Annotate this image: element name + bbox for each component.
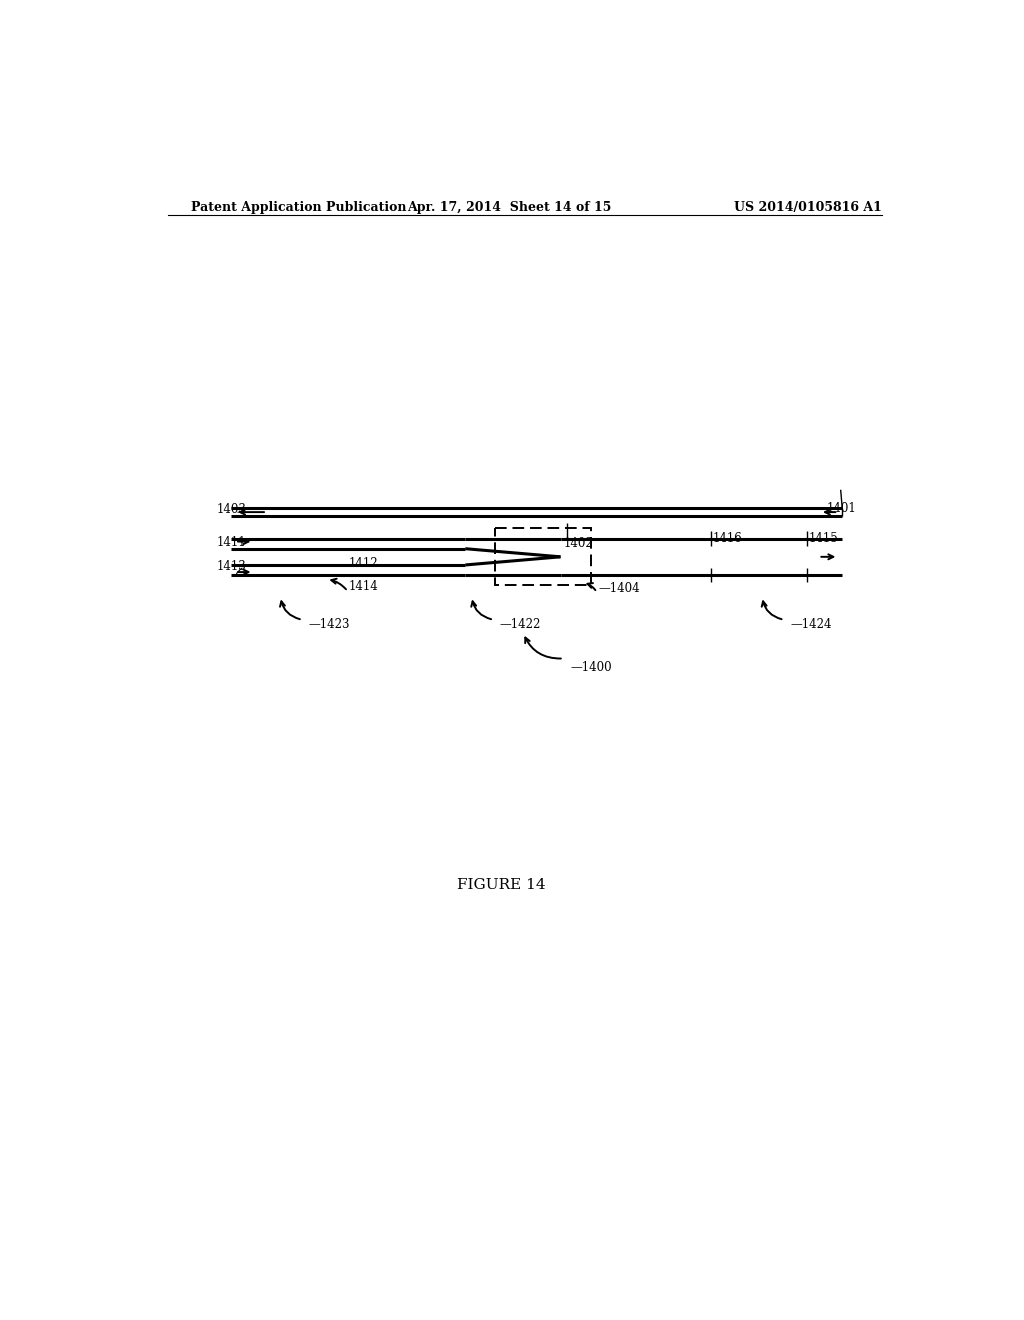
Text: 1403: 1403 [217,503,247,516]
Text: FIGURE 14: FIGURE 14 [457,878,546,892]
Text: Apr. 17, 2014  Sheet 14 of 15: Apr. 17, 2014 Sheet 14 of 15 [407,201,611,214]
Text: —1422: —1422 [500,618,541,631]
Text: 1411: 1411 [217,536,247,549]
Text: US 2014/0105816 A1: US 2014/0105816 A1 [734,201,882,214]
Text: 1416: 1416 [713,532,742,545]
Text: —1424: —1424 [791,618,833,631]
Text: 1413: 1413 [217,561,247,573]
Text: 1412: 1412 [348,557,378,570]
Text: —1404: —1404 [599,582,640,595]
Text: —1400: —1400 [570,660,611,673]
Text: 1401: 1401 [826,502,856,515]
Text: 1402: 1402 [563,536,594,549]
Text: 1415: 1415 [809,532,839,545]
Text: Patent Application Publication: Patent Application Publication [191,201,407,214]
Text: 1414: 1414 [348,581,379,594]
Text: —1423: —1423 [309,618,350,631]
